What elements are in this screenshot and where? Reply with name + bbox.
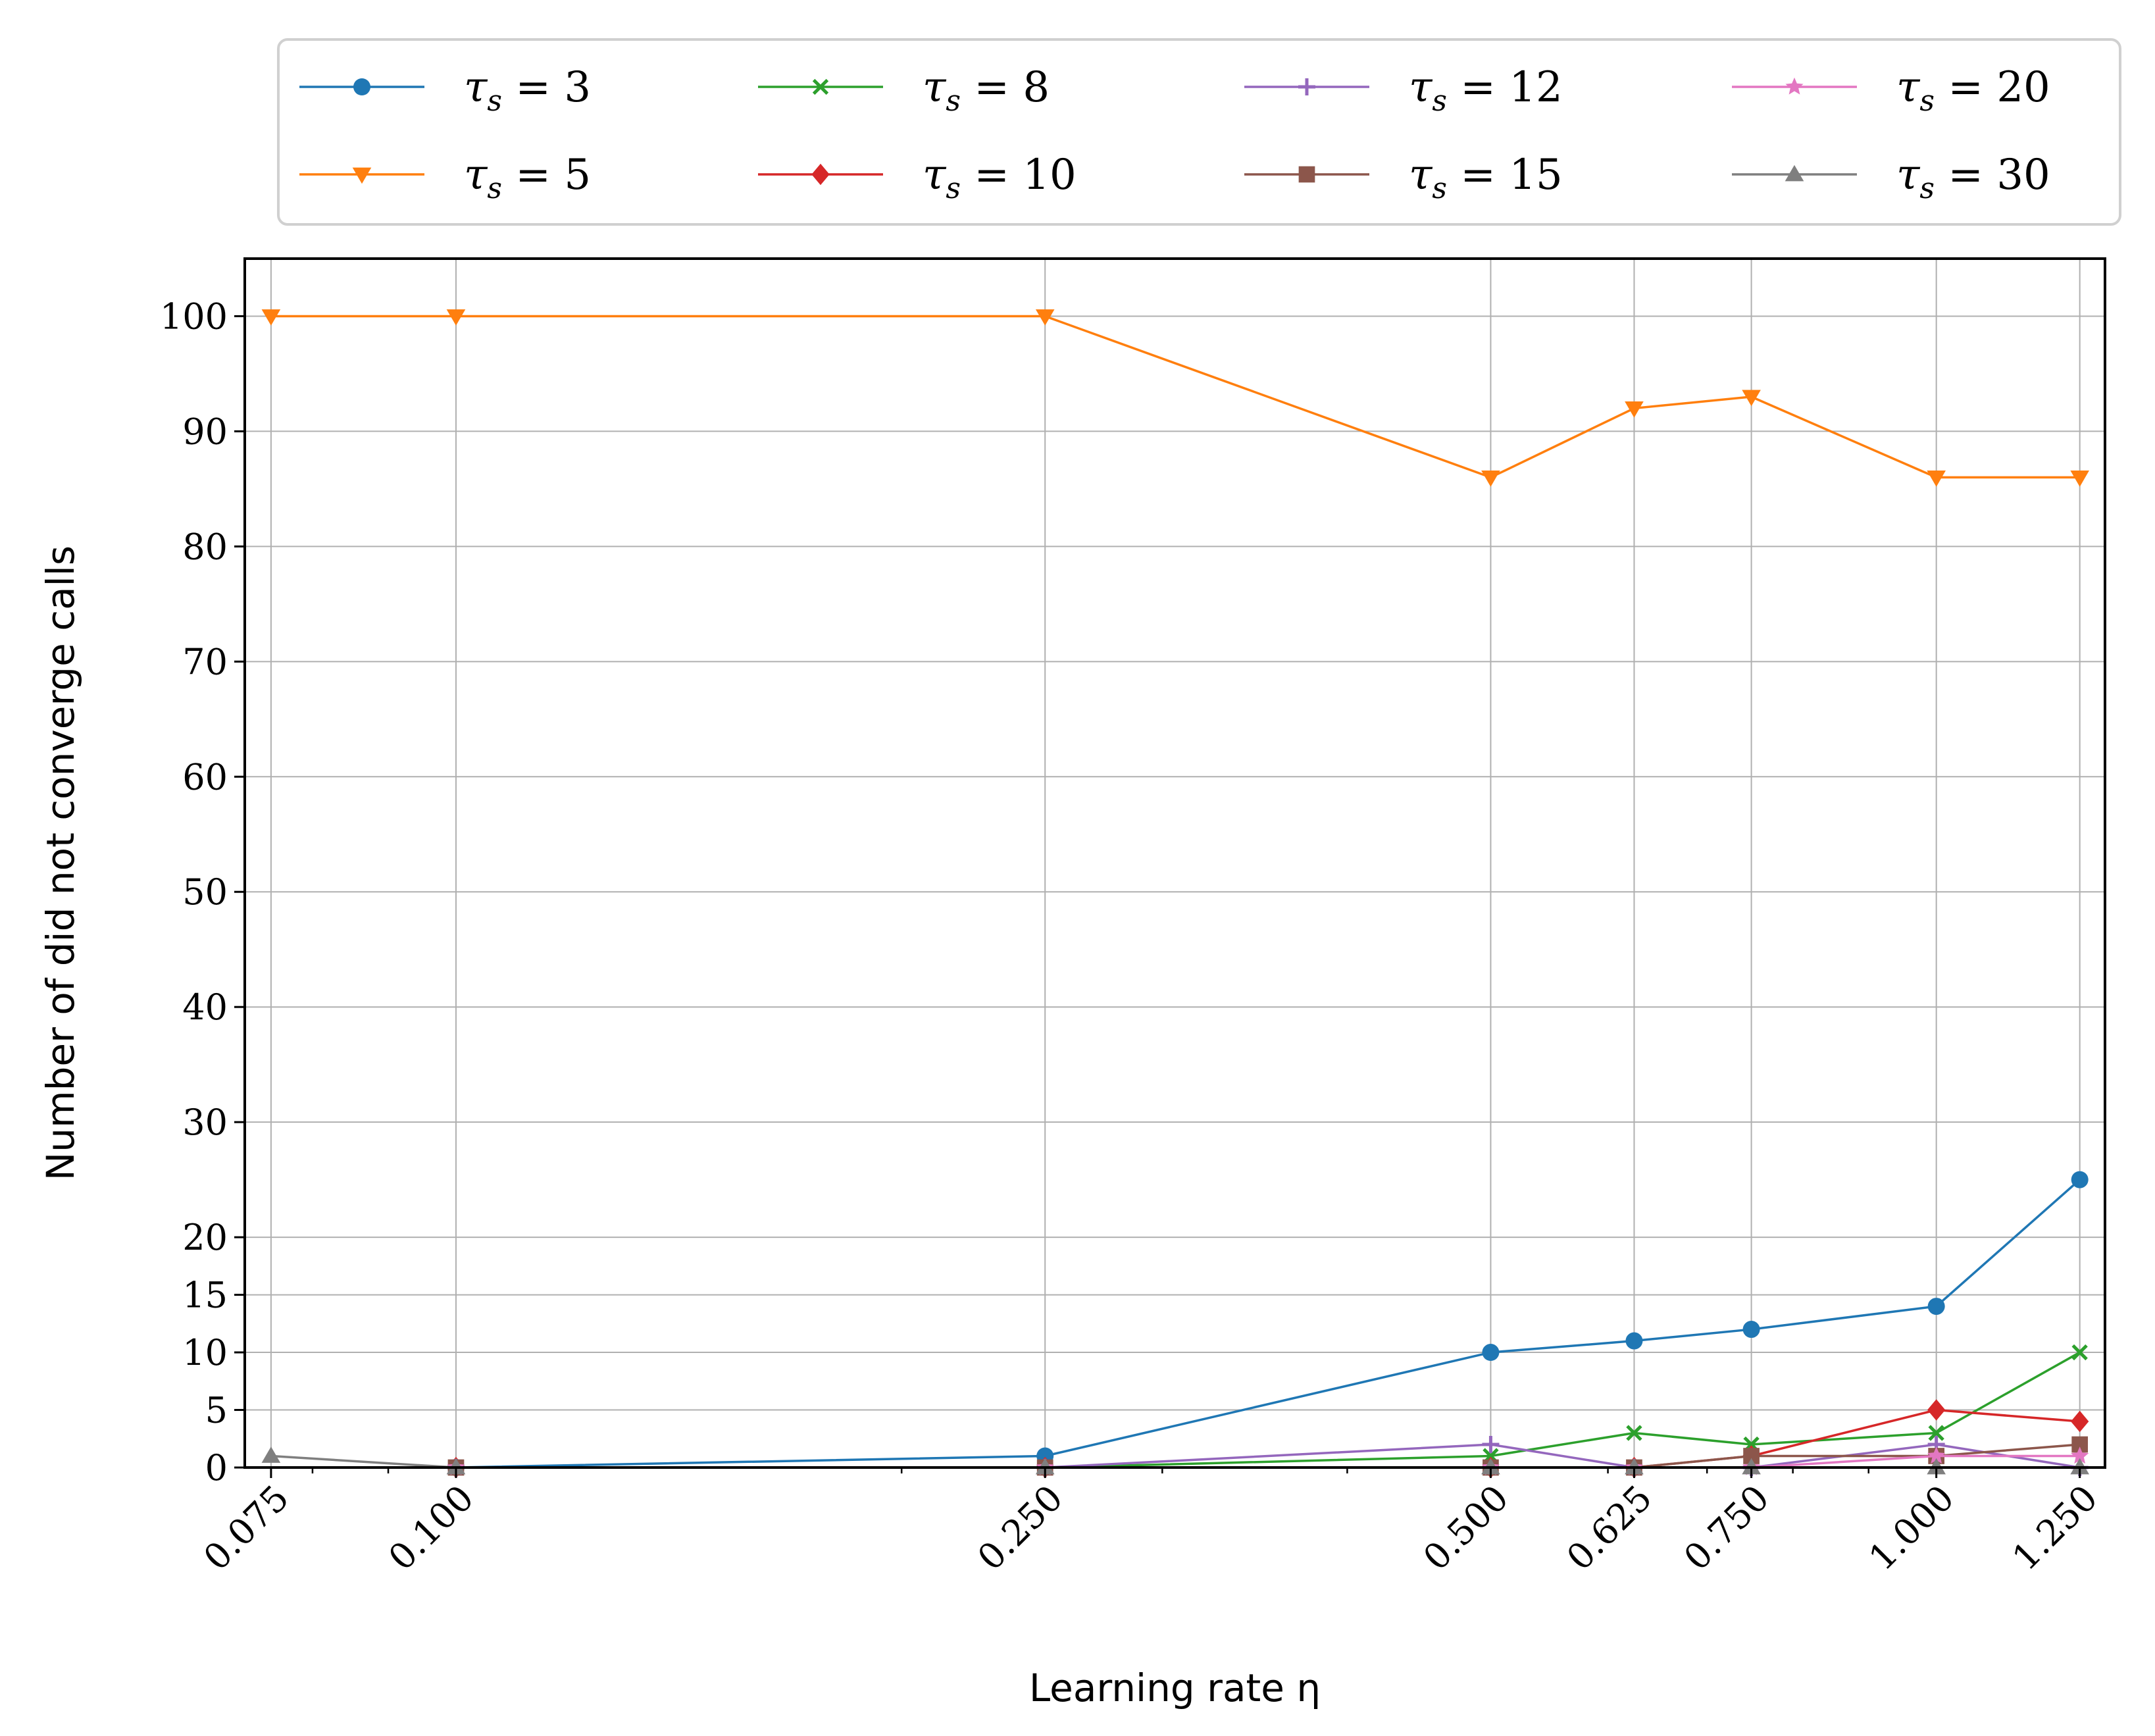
x-tick-label: 0.750 bbox=[1676, 1477, 1777, 1579]
y-tick-label: 15 bbox=[182, 1275, 228, 1316]
legend-label: τs = 15 bbox=[1409, 151, 1563, 205]
legend-item: τs = 3 bbox=[299, 63, 591, 118]
legend-item: τs = 20 bbox=[1732, 63, 2050, 118]
series-1 bbox=[261, 309, 2089, 487]
legend-item: τs = 5 bbox=[299, 151, 591, 205]
x-tick-label: 1.000 bbox=[1861, 1477, 1962, 1579]
data-point bbox=[1742, 1321, 1760, 1339]
y-tick-label: 50 bbox=[182, 871, 228, 913]
y-tick-label: 40 bbox=[182, 986, 228, 1028]
y-tick-label: 30 bbox=[182, 1102, 228, 1143]
y-tick-label: 70 bbox=[182, 641, 228, 682]
y-tick-label: 100 bbox=[160, 295, 228, 337]
data-point bbox=[261, 1446, 281, 1463]
data-point bbox=[1742, 390, 1761, 407]
data-point bbox=[2071, 1446, 2089, 1464]
legend-marker bbox=[812, 78, 829, 95]
legend-marker bbox=[352, 167, 372, 184]
legend-label: τs = 10 bbox=[923, 151, 1077, 205]
data-point bbox=[1927, 1399, 1946, 1421]
legend-label: τs = 12 bbox=[1409, 63, 1563, 118]
data-point bbox=[2070, 471, 2089, 487]
data-point bbox=[1482, 1344, 1500, 1362]
legend-marker bbox=[1298, 78, 1315, 95]
data-point bbox=[2071, 1344, 2088, 1361]
legend-label: τs = 8 bbox=[923, 63, 1050, 118]
legend: τs = 3 τs = 5 τs = 8 τs = 10 τs = 12 τs = 15 τ… bbox=[277, 38, 2121, 226]
x-tick-label: 0.100 bbox=[380, 1477, 482, 1579]
legend-item: τs = 15 bbox=[1244, 151, 1563, 205]
legend-box bbox=[277, 38, 2121, 226]
data-point bbox=[1927, 1298, 1945, 1315]
legend-marker bbox=[353, 78, 370, 95]
data-point bbox=[1625, 1332, 1643, 1350]
y-tick-label: 90 bbox=[182, 411, 228, 452]
plot-frame bbox=[243, 257, 2106, 1469]
legend-label: τs = 3 bbox=[464, 63, 591, 118]
y-tick-label: 60 bbox=[182, 756, 228, 798]
y-axis-ticks: 0 5 10 15 20 30 40 50 60 70 80 90 100 bbox=[160, 295, 245, 1489]
legend-item: τs = 12 bbox=[1244, 63, 1563, 118]
legend-item: τs = 30 bbox=[1732, 151, 2050, 205]
series-line bbox=[270, 315, 2080, 479]
data-point bbox=[261, 309, 281, 326]
data-point bbox=[446, 309, 466, 326]
legend-label: τs = 5 bbox=[464, 151, 591, 205]
data-point bbox=[2071, 1171, 2089, 1188]
legend-marker bbox=[1785, 77, 1804, 95]
data-point bbox=[1481, 471, 1500, 487]
x-tick-label: 0.075 bbox=[195, 1477, 297, 1579]
data-point bbox=[1035, 309, 1055, 326]
data-point bbox=[1927, 1446, 1946, 1464]
x-axis-label: Learning rate η bbox=[1029, 1666, 1321, 1710]
data-point bbox=[1928, 1425, 1944, 1441]
legend-label: τs = 20 bbox=[1896, 63, 2050, 118]
series-line bbox=[455, 1179, 2081, 1469]
x-tick-label: 0.250 bbox=[970, 1477, 1071, 1579]
series-layer bbox=[261, 309, 2089, 1479]
grid-lines bbox=[245, 259, 2105, 1468]
x-tick-label: 0.625 bbox=[1559, 1477, 1660, 1579]
data-point bbox=[1927, 471, 1946, 487]
legend-item: τs = 10 bbox=[758, 151, 1077, 205]
data-point bbox=[2071, 1410, 2089, 1433]
y-tick-label: 0 bbox=[205, 1447, 228, 1489]
data-point bbox=[1482, 1436, 1500, 1454]
y-tick-label: 5 bbox=[205, 1390, 228, 1431]
x-tick-label: 1.250 bbox=[2004, 1477, 2106, 1579]
y-axis-label: Number of did not converge calls bbox=[38, 546, 83, 1181]
y-tick-label: 80 bbox=[182, 526, 228, 567]
legend-marker bbox=[1298, 166, 1315, 183]
series-0 bbox=[447, 1171, 2089, 1476]
x-axis-ticks: 0.075 0.100 0.250 0.500 0.625 0.750 1.000 1.250 bbox=[195, 1468, 2106, 1579]
legend-label: τs = 30 bbox=[1896, 151, 2050, 205]
legend-item: τs = 8 bbox=[758, 63, 1050, 118]
data-point bbox=[1626, 1425, 1642, 1441]
legend-marker bbox=[811, 163, 830, 186]
x-tick-label: 0.500 bbox=[1415, 1477, 1517, 1579]
data-point bbox=[1625, 401, 1644, 418]
y-tick-label: 20 bbox=[182, 1217, 228, 1258]
legend-marker bbox=[1785, 165, 1804, 182]
y-tick-label: 10 bbox=[182, 1332, 228, 1373]
